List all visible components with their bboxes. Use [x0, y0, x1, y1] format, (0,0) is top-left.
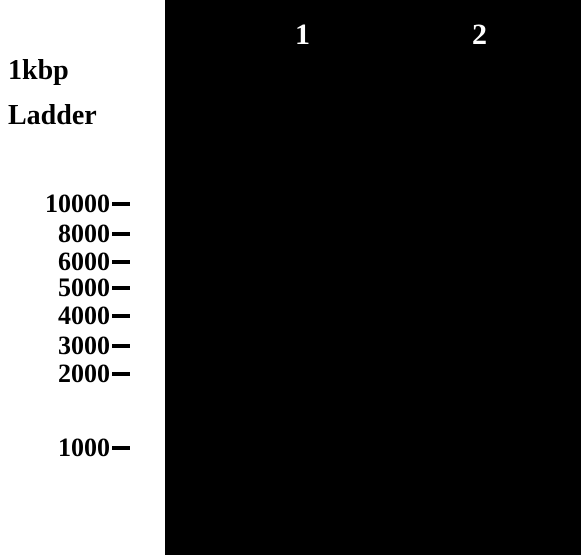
ladder-mark: 2000 — [0, 361, 130, 387]
ladder-tick — [112, 314, 130, 318]
gel-image-area — [165, 0, 581, 555]
ladder-tick — [112, 344, 130, 348]
lane-header: 2 — [472, 18, 487, 52]
ladder-mark-value: 8000 — [0, 219, 110, 249]
ladder-title-line-2: Ladder — [8, 100, 97, 132]
ladder-mark: 5000 — [0, 275, 130, 301]
ladder-mark: 4000 — [0, 303, 130, 329]
ladder-tick — [112, 202, 130, 206]
ladder-mark-value: 2000 — [0, 359, 110, 389]
ladder-title-line-1: 1kbp — [8, 55, 69, 87]
ladder-tick — [112, 372, 130, 376]
ladder-tick — [112, 232, 130, 236]
ladder-mark-value: 3000 — [0, 331, 110, 361]
lane-header: 1 — [295, 18, 310, 52]
ladder-tick — [112, 446, 130, 450]
ladder-tick — [112, 260, 130, 264]
ladder-mark-value: 5000 — [0, 273, 110, 303]
gel-electrophoresis-figure: { "type": "gel-electrophoresis-diagram",… — [0, 0, 581, 559]
ladder-mark: 10000 — [0, 191, 130, 217]
ladder-mark: 3000 — [0, 333, 130, 359]
ladder-tick — [112, 286, 130, 290]
ladder-mark-value: 10000 — [0, 189, 110, 219]
ladder-mark: 8000 — [0, 221, 130, 247]
ladder-mark: 1000 — [0, 435, 130, 461]
ladder-mark-value: 4000 — [0, 301, 110, 331]
ladder-mark: 6000 — [0, 249, 130, 275]
ladder-mark-value: 1000 — [0, 433, 110, 463]
